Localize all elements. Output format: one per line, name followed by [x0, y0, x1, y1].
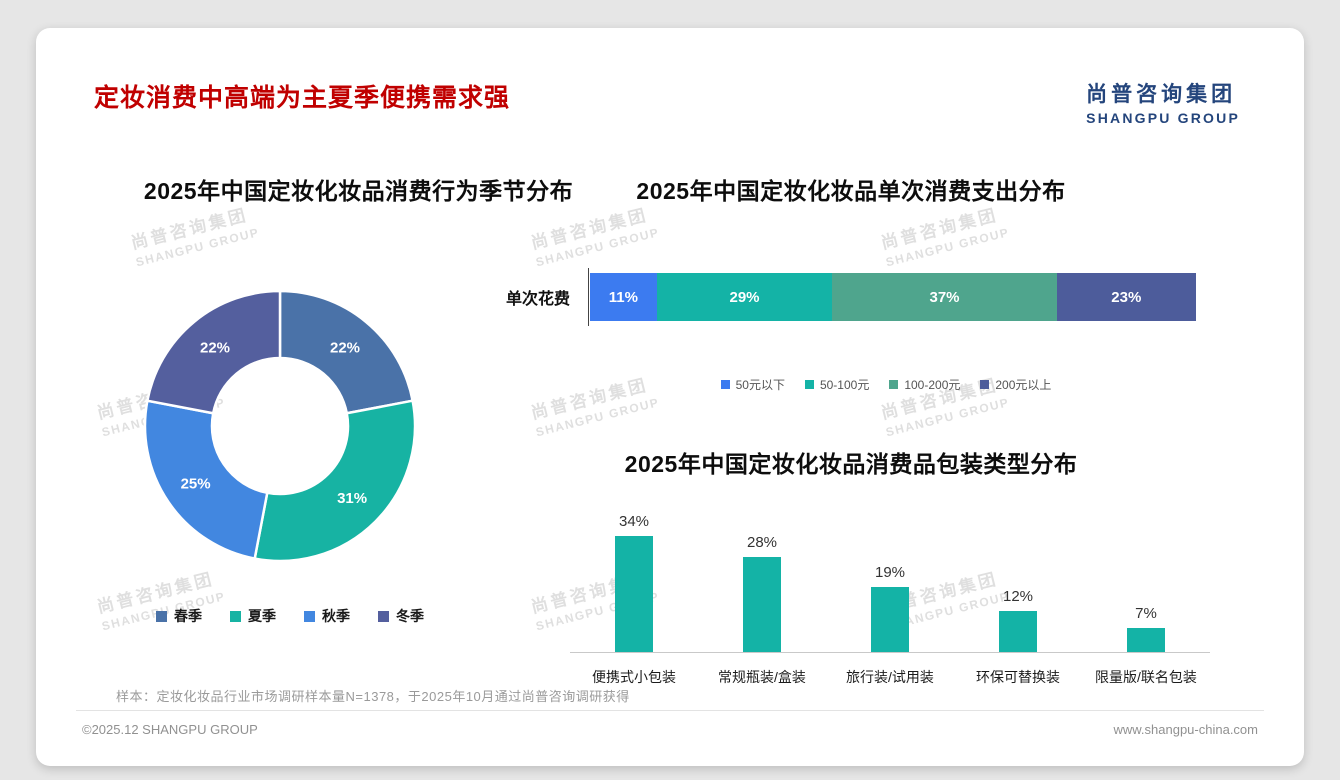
donut-legend: 春季 夏季 秋季 冬季 — [100, 606, 480, 626]
stacked-segment-50元以下: 11% — [590, 273, 657, 321]
legend-item: 200元以上 — [980, 376, 1051, 393]
bar-category-label: 常规瓶装/盒装 — [718, 669, 806, 685]
legend-item: 春季 — [156, 606, 202, 626]
packaging-chart-title: 2025年中国定妆化妆品消费品包装类型分布 — [624, 451, 1078, 477]
bar-value-label: 7% — [1135, 605, 1157, 623]
donut-segment-秋季 — [143, 399, 269, 561]
spend-stacked-bar: 11% 29% 37% 23% — [590, 273, 1196, 321]
footer: ©2025.12 SHANGPU GROUP www.shangpu-china… — [82, 722, 1258, 737]
legend-swatch-icon — [378, 610, 389, 622]
bars-plot-area: 34% 28% 19% 12% 7% — [570, 503, 1210, 653]
donut-segment-label: 25% — [181, 475, 211, 492]
right-charts-section: 2025年中国定妆化妆品单次消费支出分布 单次花费 11% 29% 37% 23% 5… — [506, 172, 1210, 687]
legend-item: 秋季 — [304, 606, 350, 626]
stacked-segment-100-200元: 37% — [832, 273, 1057, 321]
stacked-row-label: 单次花费 — [506, 291, 571, 308]
logo-en-text: SHANGPU GROUP — [1086, 110, 1240, 126]
legend-swatch-icon — [889, 380, 899, 389]
bar-常规瓶装/盒装 — [743, 556, 781, 652]
stacked-legend: 50元以下 50-100元 100-200元 200元以上 — [576, 376, 1196, 393]
bar-限量版/联名包装 — [1127, 628, 1165, 652]
legend-swatch-icon — [804, 380, 814, 389]
legend-item: 100-200元 — [889, 376, 960, 393]
bar-value-label: 12% — [1002, 588, 1034, 606]
legend-label: 秋季 — [322, 608, 350, 624]
bar-column: 28% — [698, 534, 826, 652]
bar-column: 7% — [1082, 605, 1210, 652]
stacked-axis-line — [588, 268, 589, 326]
donut-chart-title: 2025年中国定妆化妆品消费行为季节分布 — [143, 178, 574, 204]
slide-card: 尚普咨询集团 SHANGPU GROUP 尚普咨询集团 SHANGPU GROUP 尚普… — [36, 28, 1304, 766]
footer-copyright: ©2025.12 SHANGPU GROUP — [82, 722, 258, 737]
bar-category-label: 环保可替换装 — [976, 669, 1060, 685]
legend-label: 200元以上 — [995, 378, 1052, 392]
legend-item: 夏季 — [230, 606, 276, 626]
legend-label: 100-200元 — [904, 378, 961, 392]
legend-swatch-icon — [156, 610, 167, 622]
bars-category-axis: 便携式小包装 常规瓶装/盒装 旅行装/试用装 环保可替换装 限量版/联名包装 — [570, 667, 1210, 687]
legend-swatch-icon — [980, 380, 990, 389]
packaging-bar-chart: 34% 28% 19% 12% 7% 便携式小包装 常规瓶装/盒装 旅行装/试用装 环保可替换… — [570, 503, 1210, 687]
bar-旅行装/试用装 — [871, 587, 909, 652]
legend-item: 冬季 — [378, 606, 424, 626]
bar-环保可替换装 — [999, 611, 1037, 652]
bar-value-label: 34% — [618, 513, 650, 531]
footer-divider — [76, 710, 1264, 711]
legend-swatch-icon — [230, 610, 241, 622]
legend-label: 冬季 — [396, 608, 424, 624]
season-donut-chart: 22% 31% 25% 22% — [143, 289, 417, 563]
donut-segment-春季 — [278, 289, 415, 415]
donut-segment-label: 22% — [330, 339, 360, 356]
sample-note: 样本：定妆化妆品行业市场调研样本量N=1378，于2025年10月通过尚普咨询调… — [116, 689, 630, 704]
bar-category-label: 旅行装/试用装 — [846, 669, 934, 685]
legend-label: 50元以下 — [735, 378, 785, 392]
header: 定妆消费中高端为主夏季便携需求强 尚普咨询集团 SHANGPU GROUP — [94, 78, 1240, 126]
stacked-segment-50-100元: 29% — [656, 273, 833, 321]
bar-column: 19% — [826, 564, 954, 652]
bar-column: 34% — [570, 513, 698, 652]
legend-label: 春季 — [174, 608, 202, 624]
legend-item: 50元以下 — [720, 376, 785, 393]
stacked-bar-row: 单次花费 11% 29% 37% 23% — [506, 268, 1196, 326]
legend-label: 夏季 — [248, 608, 276, 624]
bar-便携式小包装 — [615, 536, 653, 652]
footer-website: www.shangpu-china.com — [1113, 722, 1258, 737]
company-logo: 尚普咨询集团 SHANGPU GROUP — [1086, 78, 1240, 126]
bar-category-label: 限量版/联名包装 — [1095, 669, 1197, 685]
stacked-chart-title: 2025年中国定妆化妆品单次消费支出分布 — [636, 178, 1066, 204]
bar-value-label: 19% — [874, 564, 906, 582]
bar-column: 12% — [954, 588, 1082, 652]
donut-segment-label: 31% — [337, 490, 367, 507]
legend-item: 50-100元 — [804, 376, 870, 393]
stacked-segment-200元以上: 23% — [1056, 273, 1196, 321]
page-title: 定妆消费中高端为主夏季便携需求强 — [94, 84, 511, 112]
logo-cn-text: 尚普咨询集团 — [1086, 83, 1237, 106]
legend-swatch-icon — [304, 610, 315, 622]
legend-label: 50-100元 — [819, 378, 870, 392]
donut-segment-label: 22% — [200, 339, 230, 356]
donut-segment-夏季 — [253, 399, 417, 563]
legend-swatch-icon — [720, 380, 730, 389]
bar-category-label: 便携式小包装 — [592, 669, 676, 685]
donut-segment-冬季 — [145, 289, 282, 415]
bar-value-label: 28% — [746, 533, 778, 551]
season-donut-section: 2025年中国定妆化妆品消费行为季节分布 22% 31% 25% 22% 春季 夏季 秋季… — [86, 172, 631, 626]
